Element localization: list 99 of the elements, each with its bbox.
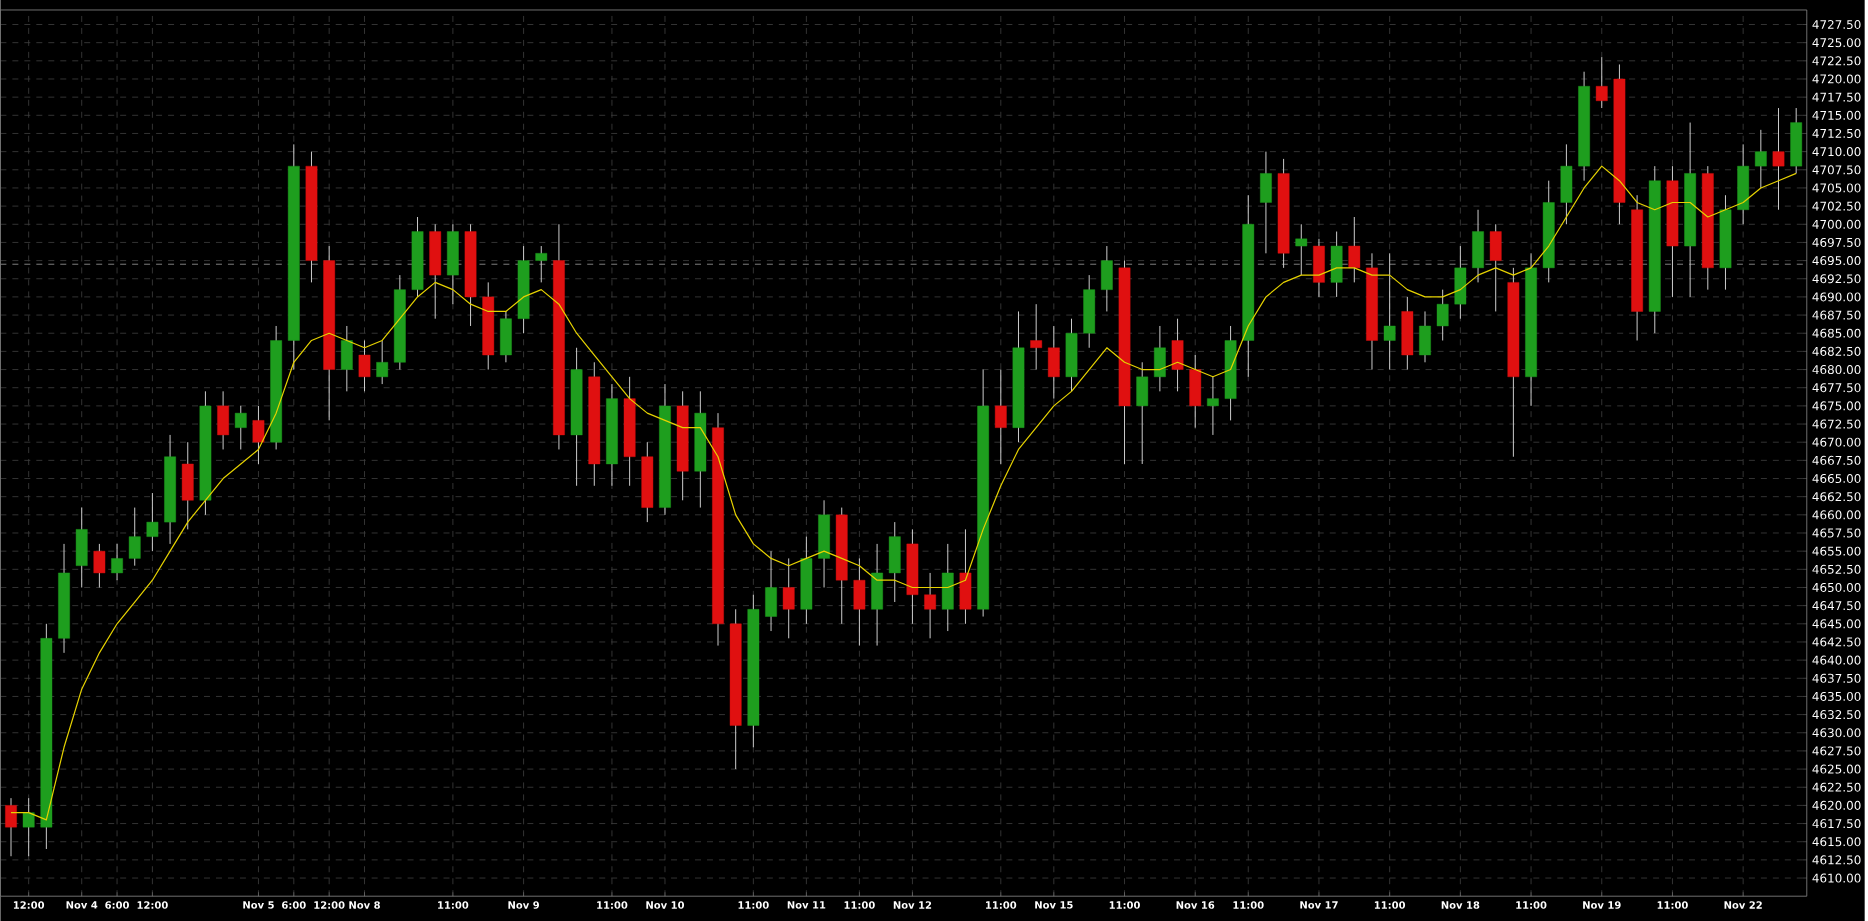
candlestick [1383,252,1396,370]
candlestick [146,492,159,552]
candlestick [1595,56,1608,109]
x-tick-label: 11:00 [597,901,628,909]
y-tick-label: 4687.50 [1812,310,1861,320]
y-tick-label: 4682.50 [1812,346,1861,356]
candlestick [358,339,371,392]
x-tick-label: 11:00 [1233,901,1264,909]
y-tick-label: 4642.50 [1812,637,1861,647]
candlestick [93,543,106,588]
y-tick-label: 4727.50 [1812,19,1861,29]
candlestick [234,405,247,450]
y-tick-label: 4697.50 [1812,237,1861,247]
x-tick-label: 11:00 [1374,901,1406,909]
candlestick [128,507,141,567]
candlestick [376,339,389,385]
x-tick-label: 6:00 [105,901,130,909]
candlestick [252,405,265,465]
y-tick-label: 4707.50 [1812,165,1861,175]
x-tick-label: 6:00 [282,901,306,909]
candlestick [924,572,936,639]
x-tick-label: 11:00 [1657,901,1688,909]
candlestick [1754,129,1767,189]
y-tick-label: 4640.00 [1812,655,1861,665]
y-tick-label: 4620.00 [1812,800,1861,810]
y-tick-label: 4652.50 [1812,564,1861,574]
y-tick-label: 4627.50 [1812,746,1861,756]
candlestick [1207,376,1219,436]
y-tick-label: 4625.00 [1812,764,1861,774]
y-tick-label: 4672.50 [1812,419,1861,429]
x-tick-label: 12:00 [137,901,168,909]
y-tick-label: 4715.00 [1812,110,1861,120]
y-tick-label: 4610.00 [1812,873,1861,883]
candlestick [22,797,35,857]
candlestick [782,557,795,639]
x-tick-label: 11:00 [1516,901,1547,909]
candlestick [994,368,1007,465]
y-tick-label: 4722.50 [1812,56,1861,66]
y-tick-label: 4632.50 [1812,709,1861,720]
y-tick-label: 4665.00 [1812,473,1861,483]
x-tick-label: 11:00 [986,901,1017,909]
x-tick-label: Nov 17 [1300,901,1338,909]
y-tick-label: 4685.00 [1812,328,1861,338]
y-tick-label: 4725.00 [1812,38,1861,48]
y-tick-label: 4667.50 [1812,455,1861,465]
y-tick-label: 4622.50 [1812,782,1861,792]
x-tick-label: Nov 9 [508,901,540,909]
candlestick [535,245,548,283]
candlestick [1295,223,1308,276]
x-tick-label: Nov 15 [1035,901,1073,909]
y-tick-label: 4617.50 [1812,818,1861,828]
candlestick [111,543,123,581]
y-tick-label: 4650.00 [1812,582,1861,592]
y-tick-label: 4710.00 [1812,147,1861,157]
x-tick-label: Nov 16 [1176,901,1215,909]
y-tick-label: 4692.50 [1812,274,1861,284]
y-tick-label: 4615.00 [1812,837,1861,847]
x-tick-label: Nov 18 [1441,901,1480,909]
y-tick-label: 4712.50 [1812,128,1861,138]
y-tick-label: 4705.00 [1812,183,1861,193]
y-tick-label: 4645.00 [1812,619,1861,629]
y-tick-label: 4637.50 [1812,673,1861,683]
x-tick-label: 12:00 [314,901,345,909]
y-tick-label: 4660.00 [1812,510,1861,520]
y-tick-label: 4662.50 [1812,492,1861,502]
x-tick-label: 11:00 [844,901,875,909]
y-tick-label: 4695.00 [1812,255,1861,266]
candlestick [5,797,17,857]
y-tick-label: 4677.50 [1812,383,1861,393]
y-tick-label: 4702.50 [1812,201,1861,211]
x-tick-label: Nov 12 [893,901,932,909]
y-tick-label: 4680.00 [1812,364,1861,374]
y-tick-label: 4670.00 [1812,437,1861,447]
y-tick-label: 4635.00 [1812,691,1861,701]
y-tick-label: 4657.50 [1812,528,1861,538]
x-tick-label: Nov 22 [1724,901,1762,909]
y-tick-label: 4717.50 [1812,92,1861,102]
y-tick-label: 4700.00 [1812,219,1861,229]
x-tick-label: 11:00 [438,901,469,909]
y-tick-label: 4647.50 [1812,601,1861,611]
x-tick-label: Nov 11 [787,901,826,909]
y-tick-label: 4720.00 [1812,74,1861,84]
x-tick-label: Nov 4 [66,901,98,909]
y-tick-label: 4690.00 [1812,292,1861,302]
candlestick [1030,303,1043,370]
x-tick-label: 12:00 [13,901,45,909]
candlestick [1436,289,1449,341]
y-tick-label: 4612.50 [1812,855,1861,865]
x-tick-label: 11:00 [1109,901,1140,909]
candlestick [1772,107,1785,211]
y-tick-label: 4630.00 [1812,728,1861,738]
x-tick-label: Nov 8 [349,901,380,909]
candlestick [1348,216,1361,283]
y-tick-label: 4675.00 [1812,401,1861,411]
y-tick-label: 4655.00 [1812,546,1861,556]
x-tick-label: Nov 10 [646,901,685,909]
x-tick-label: Nov 19 [1583,901,1621,909]
x-tick-label: Nov 5 [243,901,274,909]
x-tick-label: 11:00 [738,901,769,909]
